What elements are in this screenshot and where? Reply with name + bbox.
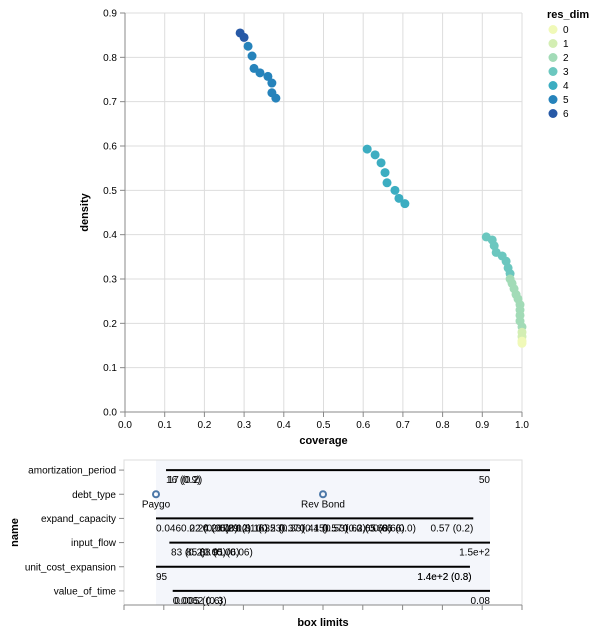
scatter-point bbox=[243, 41, 253, 51]
legend-swatch bbox=[548, 25, 558, 34]
legend-label: 6 bbox=[563, 109, 569, 120]
y-tick-label: 0.6 bbox=[103, 142, 117, 153]
scatter-point bbox=[394, 193, 404, 203]
scatter-point bbox=[271, 93, 281, 103]
x-tick-label: 0.2 bbox=[197, 420, 211, 431]
legend-label: 2 bbox=[563, 53, 569, 64]
limit-label: 83 (0.2) bbox=[171, 548, 205, 559]
category-point bbox=[319, 490, 327, 499]
x-tick-label: 1.0 bbox=[515, 420, 529, 431]
limit-label: 88 (0.06) bbox=[199, 548, 239, 559]
limit-label: 1.5e+2 bbox=[459, 548, 490, 559]
box-y-axis-title: name bbox=[9, 518, 21, 547]
limit-label: 91 (0.06) bbox=[213, 548, 253, 559]
limit-label: 50 bbox=[479, 475, 491, 486]
x-tick-label: 0.4 bbox=[277, 420, 291, 431]
y-tick-label: 0.3 bbox=[103, 275, 117, 286]
x-tick-label: 0.7 bbox=[396, 420, 410, 431]
limit-label: Rev Bond bbox=[301, 499, 345, 510]
x-tick-label: 0.6 bbox=[356, 420, 370, 431]
y-tick-label: 0.7 bbox=[103, 97, 117, 108]
limit-label: 0.41 (0.53) bbox=[300, 523, 348, 534]
legend-swatch bbox=[548, 95, 558, 104]
scatter-point bbox=[517, 338, 527, 348]
x-axis-title: coverage bbox=[299, 435, 347, 447]
limit-label: 0.63 (0.68) bbox=[343, 523, 391, 534]
box-limits-chart: amortization_period 16 (0.9)17 (0.2) 50 deb… bbox=[9, 459, 523, 629]
scatter-point bbox=[370, 150, 380, 160]
scatter-point bbox=[376, 158, 386, 168]
limit-label: 95 bbox=[156, 572, 168, 583]
legend-swatch bbox=[548, 109, 558, 118]
y-tick-label: 0.2 bbox=[103, 319, 117, 330]
box-row-name: unit_cost_expansion bbox=[25, 562, 116, 573]
limit-label: 0.31 (0.23) bbox=[236, 523, 284, 534]
limit-label: 1.4e+2 (0.3) bbox=[417, 572, 471, 583]
limit-label: 0.65 (0.66) bbox=[356, 523, 404, 534]
scatter-point bbox=[400, 199, 410, 209]
limit-label: 0.57 (0.2) bbox=[323, 523, 366, 534]
box-row-name: input_flow bbox=[71, 538, 117, 549]
limit-label: 1.4e+2 (0.8) bbox=[417, 572, 471, 583]
x-tick-label: 0.0 bbox=[118, 420, 132, 431]
box-row-name: value_of_time bbox=[54, 586, 117, 597]
box-x-axis-title: box limits bbox=[297, 617, 348, 629]
x-tick-label: 0.3 bbox=[237, 420, 251, 431]
limit-label: 0.29 (0.16) bbox=[219, 523, 267, 534]
limit-label: 0.24 (0.08) bbox=[189, 523, 237, 534]
y-tick-label: 0.0 bbox=[103, 408, 117, 419]
legend-swatch bbox=[548, 39, 558, 48]
y-tick-label: 0.8 bbox=[103, 53, 117, 64]
y-tick-label: 0.1 bbox=[103, 363, 117, 374]
limit-label: 0.005 (0.6) bbox=[174, 596, 222, 607]
scatter-point bbox=[380, 168, 390, 178]
scatter-point bbox=[239, 32, 249, 42]
legend-swatch bbox=[548, 67, 558, 76]
legend-label: 5 bbox=[563, 95, 569, 106]
legend-label: 1 bbox=[563, 39, 569, 50]
limit-label: 0.26 (0.12) bbox=[203, 523, 251, 534]
box-row-name: amortization_period bbox=[28, 466, 116, 477]
scatter-point bbox=[267, 78, 277, 88]
x-tick-label: 0.8 bbox=[436, 420, 450, 431]
limit-label: 0.08 bbox=[471, 596, 491, 607]
limit-label: 85 (0.05) bbox=[186, 548, 226, 559]
limit-label: Paygo bbox=[142, 499, 171, 510]
scatter-point bbox=[263, 71, 273, 81]
y-tick-label: 0.4 bbox=[103, 230, 117, 241]
limit-label: 0.66 (0.0) bbox=[373, 523, 416, 534]
legend-label: 3 bbox=[563, 67, 569, 78]
y-axis-title: density bbox=[79, 192, 91, 231]
box-row-name: debt_type bbox=[72, 490, 116, 501]
coverage-density-scatter: 0.0 0.1 0.2 0.3 0.4 0.5 0.6 0.7 0.8 0.9 1.0 0.0 0.1 0… bbox=[79, 9, 589, 448]
legend-label: 4 bbox=[563, 81, 569, 92]
scatter-point bbox=[382, 178, 392, 188]
legend-title: res_dim bbox=[547, 9, 589, 21]
scatter-point bbox=[362, 144, 372, 154]
x-tick-label: 0.1 bbox=[158, 420, 172, 431]
limit-label: 0.35 (0.33) bbox=[256, 523, 304, 534]
scatter-point bbox=[247, 51, 257, 61]
box-row-name: expand_capacity bbox=[41, 514, 116, 525]
x-tick-label: 0.9 bbox=[475, 420, 489, 431]
x-tick-label: 0.5 bbox=[317, 420, 331, 431]
limit-label: 16 (0.9) bbox=[166, 475, 200, 486]
legend-swatch bbox=[548, 81, 558, 90]
scatter-point bbox=[390, 185, 400, 195]
y-tick-label: 0.5 bbox=[103, 186, 117, 197]
legend-swatch bbox=[548, 53, 558, 62]
box-area-background bbox=[156, 460, 490, 605]
limit-label: 0.37 (0.45) bbox=[280, 523, 328, 534]
limit-label: 0.22 (0.05) bbox=[181, 523, 229, 534]
scatter-point bbox=[255, 68, 265, 78]
y-tick-label: 0.9 bbox=[103, 9, 117, 20]
legend-label: 0 bbox=[563, 25, 569, 36]
category-point bbox=[152, 490, 160, 499]
limit-label: 0.57 (0.2) bbox=[430, 523, 473, 534]
limit-label: 0.0062 (0.3) bbox=[173, 596, 227, 607]
limit-label: 0.046 bbox=[156, 523, 181, 534]
limit-label: 17 (0.2) bbox=[168, 475, 202, 486]
